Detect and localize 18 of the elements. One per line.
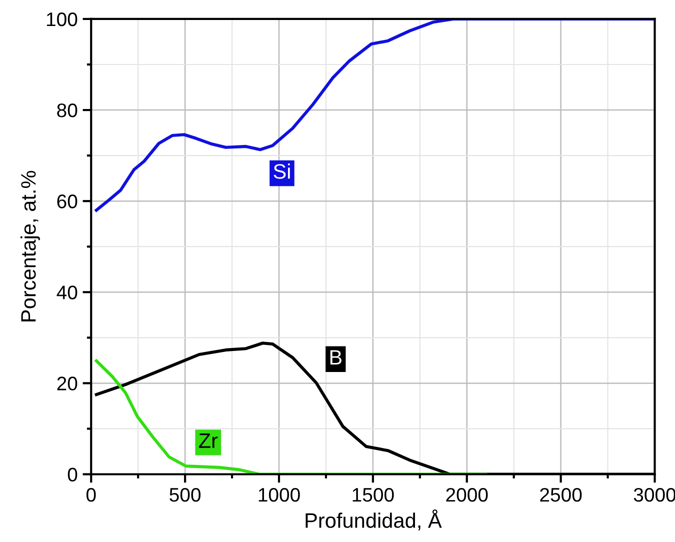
x-axis-title: Profundidad, Å [306, 509, 442, 530]
y-tick-label: 80 [57, 103, 78, 118]
y-tick-label: 0 [68, 468, 78, 482]
x-tick-label: 500 [170, 488, 201, 502]
x-tick-label: 2000 [446, 488, 488, 502]
y-tick-label: 20 [57, 376, 78, 390]
y-tick-label: 60 [57, 194, 78, 208]
series-label: B [330, 350, 342, 365]
series-label: Zr [198, 434, 218, 448]
x-tick-label: 1500 [352, 488, 394, 502]
y-tick-label: 40 [56, 286, 78, 300]
x-tick-label: 1000 [258, 488, 300, 502]
x-tick-label: 2500 [540, 488, 582, 502]
y-axis-title: Porcentaje, at.% [20, 170, 40, 322]
y-tick-label: 100 [46, 12, 78, 26]
series-label: Si [274, 164, 290, 179]
line-series [94, 18, 655, 212]
x-tick-label: 0 [86, 488, 96, 502]
